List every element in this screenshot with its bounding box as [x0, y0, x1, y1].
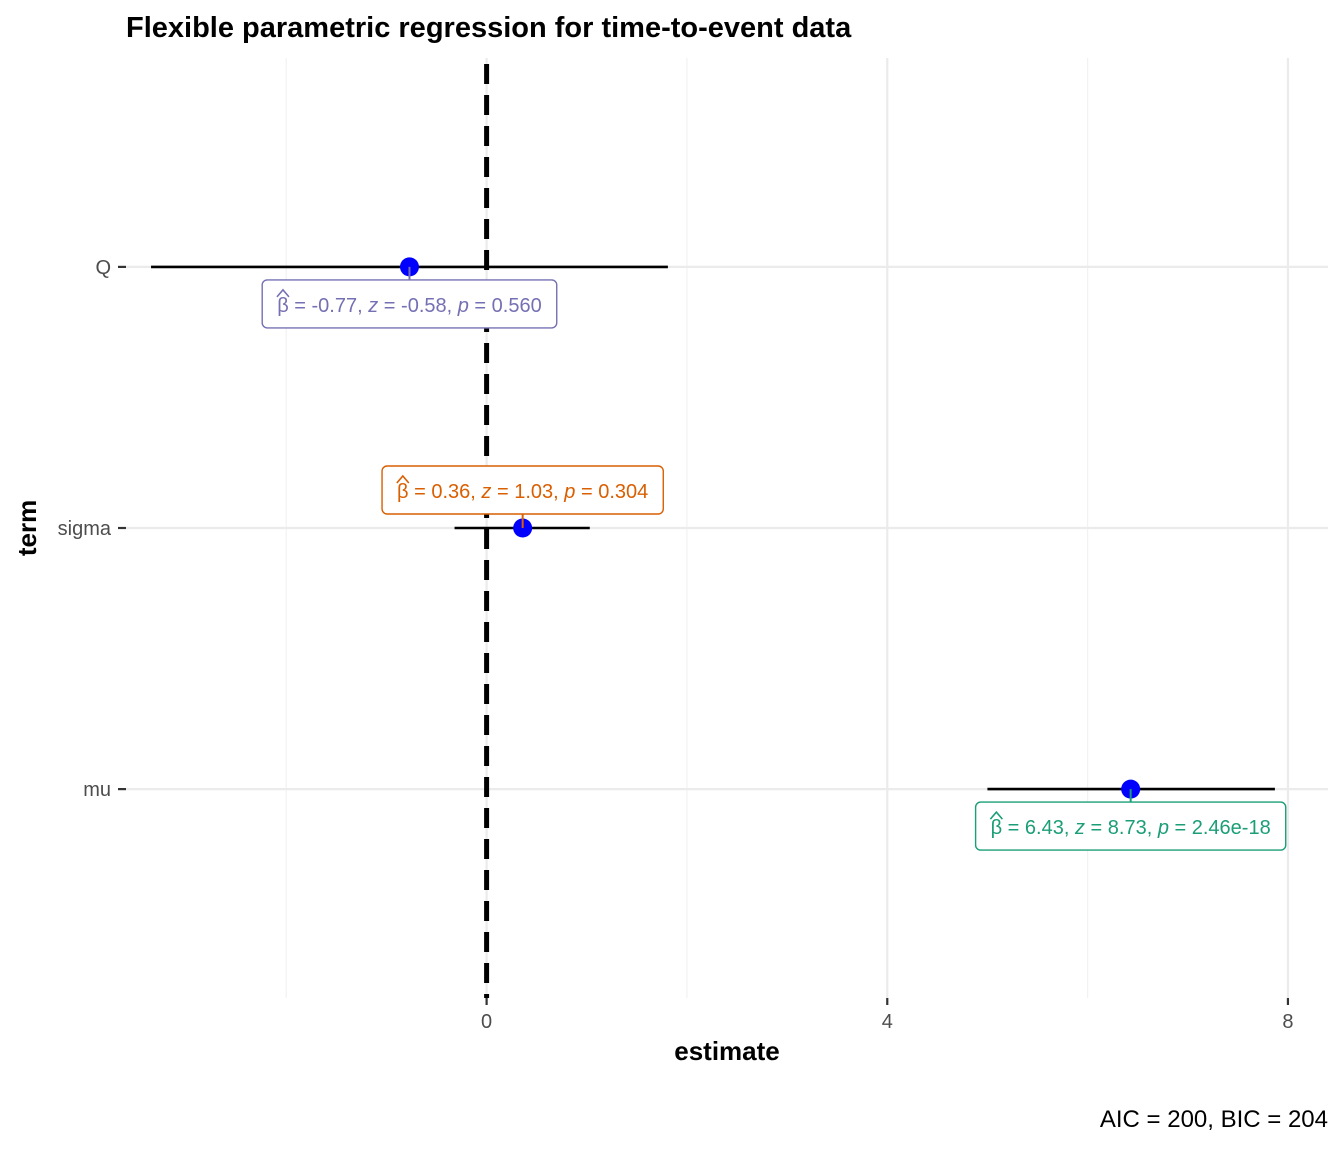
label-z-symbol: z	[480, 481, 491, 503]
estimate-label-Q: β = -0.77, z = -0.58, p = 0.560	[261, 279, 558, 329]
label-box	[381, 465, 664, 515]
label-p-symbol: p	[563, 481, 575, 503]
label-beta-value: 6.43	[1025, 817, 1064, 839]
label-beta-value: 0.36	[431, 481, 470, 503]
beta-hat-mark	[276, 288, 290, 298]
y-axis-title: term	[12, 500, 42, 556]
estimate-label-sigma: β = 0.36, z = 1.03, p = 0.304	[381, 465, 664, 515]
label-equals: =	[1002, 817, 1025, 839]
label-sep: ,	[470, 481, 481, 503]
label-equals: =	[575, 481, 598, 503]
label-sep: ,	[553, 481, 564, 503]
label-equals: =	[491, 481, 514, 503]
estimate-label-mu: β = 6.43, z = 8.73, p = 2.46e-18	[974, 801, 1287, 851]
label-z-symbol: z	[367, 295, 378, 317]
label-equals: =	[378, 295, 401, 317]
label-p-symbol: p	[457, 295, 469, 317]
chart-title: Flexible parametric regression for time-…	[126, 12, 852, 44]
y-tick-label-mu: mu	[83, 779, 111, 801]
label-p-value: 2.46e-18	[1192, 817, 1271, 839]
beta-hat-mark	[396, 474, 410, 484]
x-tick-label: 8	[1282, 1011, 1293, 1033]
axes: 0 4 8 mu sigma Q	[58, 257, 1294, 1033]
x-tick-label: 4	[882, 1011, 893, 1033]
label-equals: =	[1169, 817, 1192, 839]
label-sep: ,	[357, 295, 368, 317]
label-text: β = 0.36, z = 1.03, p = 0.304	[397, 481, 648, 503]
label-beta-symbol: β	[991, 817, 1003, 839]
label-beta-symbol: β	[277, 295, 289, 317]
y-tick-label-Q: Q	[95, 257, 111, 279]
beta-hat-mark	[989, 810, 1003, 820]
label-z-value: 1.03	[514, 481, 553, 503]
label-beta-symbol: β	[397, 481, 409, 503]
label-equals: =	[409, 481, 432, 503]
label-z-value: -0.58	[401, 295, 447, 317]
grid	[126, 58, 1328, 998]
x-axis-title: estimate	[674, 1036, 780, 1066]
label-box	[974, 801, 1287, 851]
label-beta-value: -0.77	[312, 295, 358, 317]
label-text: β = 6.43, z = 8.73, p = 2.46e-18	[991, 817, 1271, 839]
label-equals: =	[1085, 817, 1108, 839]
label-equals: =	[469, 295, 492, 317]
label-text: β = -0.77, z = -0.58, p = 0.560	[277, 295, 542, 317]
caption: AIC = 200, BIC = 204	[1100, 1106, 1328, 1133]
label-z-value: 8.73	[1108, 817, 1147, 839]
label-sep: ,	[447, 295, 458, 317]
y-tick-label-sigma: sigma	[58, 518, 112, 540]
label-z-symbol: z	[1074, 817, 1085, 839]
label-p-symbol: p	[1157, 817, 1169, 839]
label-box	[261, 279, 558, 329]
label-equals: =	[289, 295, 312, 317]
label-sep: ,	[1147, 817, 1158, 839]
label-p-value: 0.560	[492, 295, 542, 317]
estimate-labels: β = 6.43, z = 8.73, p = 2.46e-18β = 0.36…	[261, 266, 1287, 851]
x-tick-label: 0	[481, 1011, 492, 1033]
label-sep: ,	[1064, 817, 1075, 839]
label-p-value: 0.304	[598, 481, 648, 503]
